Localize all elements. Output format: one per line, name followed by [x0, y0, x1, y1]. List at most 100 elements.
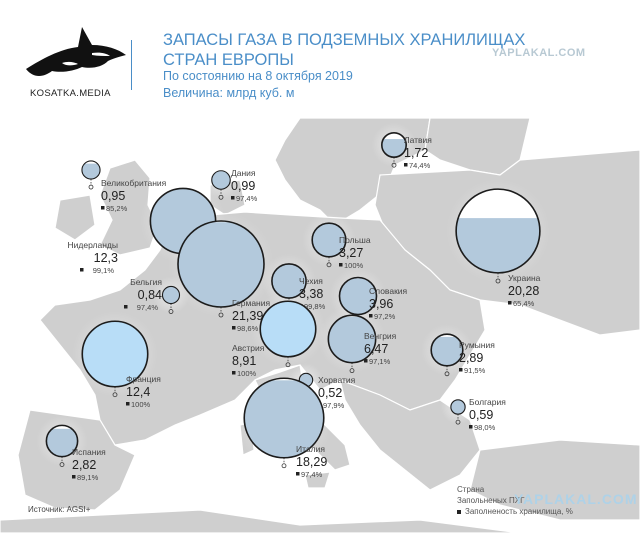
country-11-name: Венгрия — [364, 331, 397, 341]
country-12-bubble-outline — [81, 320, 149, 388]
country-0-pct-square — [101, 206, 105, 210]
watermark-top: YAPLAKAL.COM — [492, 47, 586, 59]
country-11-pin-dot — [349, 368, 355, 374]
country-1-name: Дания — [231, 168, 256, 178]
country-17-value: 2,82 — [72, 458, 96, 472]
country-11-bubble-fill — [328, 316, 376, 363]
country-1-value: 0,99 — [231, 179, 255, 193]
country-15-value: 0,59 — [469, 408, 493, 422]
country-2-percent: 74,4% — [409, 161, 431, 170]
country-9-value: 20,28 — [508, 284, 539, 298]
country-1-bubble-fill — [211, 171, 231, 190]
country-4-bubble-fill — [162, 286, 180, 304]
country-6-pin-dot — [326, 262, 332, 268]
country-14-value: 2,89 — [459, 351, 483, 365]
country-4-bubble-outline — [161, 285, 181, 305]
country-6-bubble-outline — [311, 222, 347, 258]
country-16-value: 18,29 — [296, 455, 327, 469]
country-10-pct-square — [232, 371, 236, 375]
date-line: По состоянию на 8 октября 2019 — [163, 69, 353, 83]
country-14-bubble-outline — [430, 333, 464, 367]
country-5-name: Германия — [232, 298, 271, 308]
turkey-landmass — [469, 439, 640, 521]
country-5-percent: 98,6% — [237, 324, 259, 333]
country-17-pct-square — [72, 475, 76, 479]
country-3-percent: 99,1% — [93, 266, 115, 275]
legend-fill: Заполненость хранилища, % — [457, 506, 573, 517]
country-12-value: 12,4 — [126, 385, 150, 399]
country-10-bubble-outline — [259, 300, 317, 358]
country-8-bubble-fill — [339, 278, 377, 315]
north-africa-landmass — [0, 509, 521, 533]
country-11-value: 6,47 — [364, 342, 388, 356]
country-10-name: Австрия — [232, 343, 265, 353]
country-0-pin-dot — [88, 184, 94, 190]
country-11-percent: 97,1% — [369, 357, 391, 366]
country-2-value: 1,72 — [404, 146, 428, 160]
country-11-pct-square — [364, 359, 368, 363]
country-13-name: Хорватия — [318, 375, 356, 385]
country-1-pct-square — [231, 196, 235, 200]
country-0-name: Великобритания — [101, 178, 167, 188]
country-8-value: 3,96 — [369, 297, 393, 311]
country-10-percent: 100% — [237, 369, 257, 378]
country-0-percent: 85,2% — [106, 204, 128, 213]
country-1-bubble-outline — [211, 170, 231, 190]
country-10-pin-dot — [285, 362, 291, 368]
legend-square-icon — [457, 509, 461, 514]
country-15-name: Болгария — [469, 397, 506, 407]
country-9-bubble-outline — [455, 188, 541, 274]
country-4-pin-dot — [168, 309, 174, 314]
country-6-percent: 100% — [344, 261, 364, 270]
country-1-percent: 97,4% — [236, 194, 258, 203]
country-10-value: 8,91 — [232, 354, 256, 368]
country-14-pin-dot — [444, 371, 450, 377]
country-2-name: Латвия — [404, 135, 432, 145]
country-12-bubble-fill — [82, 321, 148, 387]
country-16-percent: 97,4% — [301, 470, 323, 479]
country-16-bubble-outline — [243, 377, 325, 459]
country-9-percent: 65,4% — [513, 299, 535, 308]
country-2-bubble-fill — [381, 139, 407, 158]
header-divider — [131, 40, 132, 90]
country-8-name: Словакия — [369, 286, 408, 296]
country-16-bubble-fill — [244, 380, 324, 458]
country-4-name: Бельгия — [130, 277, 162, 287]
country-10-bubble-fill — [260, 301, 316, 357]
country-8-percent: 97,2% — [374, 312, 396, 321]
title-line-2: СТРАН ЕВРОПЫ — [163, 51, 294, 69]
country-3-value: 12,3 — [94, 251, 118, 265]
country-5-pct-square — [232, 326, 236, 330]
country-0-bubble-outline — [81, 160, 101, 180]
country-12-pct-square — [126, 402, 130, 406]
country-6-value: 3,27 — [339, 246, 363, 260]
sicily-landmass — [304, 471, 331, 489]
country-16-pin-dot — [281, 463, 287, 469]
country-12-pin-dot — [112, 392, 118, 398]
country-16-pct-square — [296, 472, 300, 476]
logo-text: KOSATKA.MEDIA — [30, 88, 111, 99]
country-14-name: Румыния — [459, 340, 495, 350]
country-17-percent: 89,1% — [77, 473, 99, 482]
country-6-name: Польша — [339, 235, 371, 245]
country-4-pct-square — [124, 305, 128, 309]
country-17-bubble-outline — [45, 424, 79, 458]
country-4-percent: 97,4% — [137, 303, 159, 312]
country-12-name: Франция — [126, 374, 161, 384]
ireland-landmass — [54, 194, 96, 241]
country-3-pct-square — [80, 268, 84, 272]
country-0-value: 0,95 — [101, 189, 125, 203]
country-2-pin-dot — [391, 162, 397, 168]
country-6-bubble-fill — [312, 223, 346, 257]
country-7-percent: 99,8% — [304, 302, 326, 311]
country-9-name: Украина — [508, 273, 541, 283]
